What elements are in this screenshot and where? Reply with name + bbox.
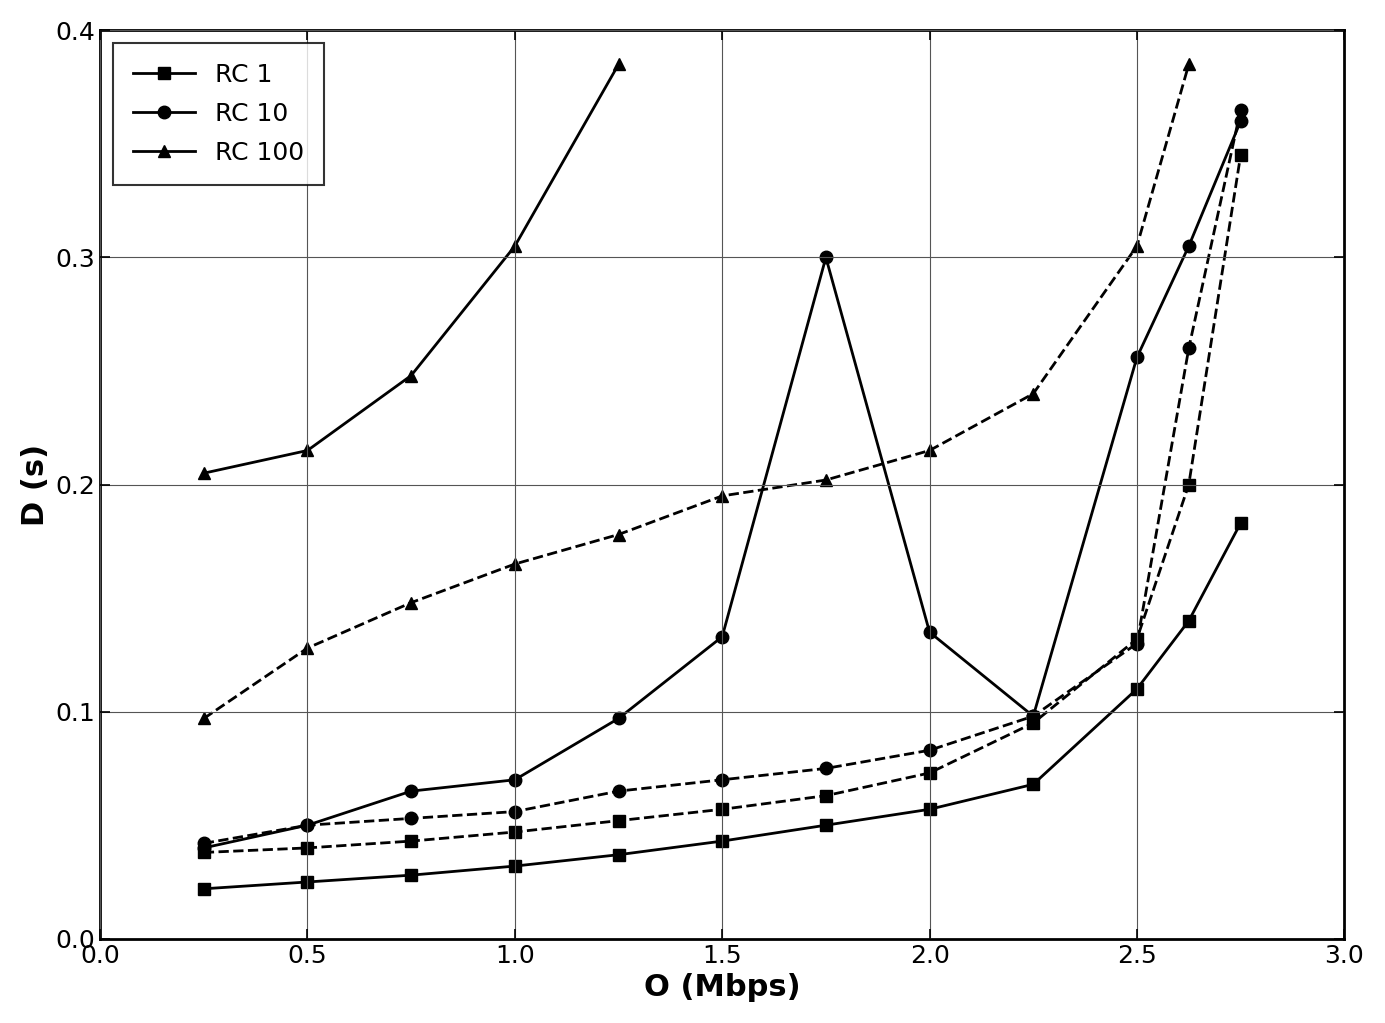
Legend: RC 1, RC 10, RC 100: RC 1, RC 10, RC 100 [112,43,324,185]
Y-axis label: D (s): D (s) [21,444,50,526]
X-axis label: O (Mbps): O (Mbps) [644,973,801,1003]
